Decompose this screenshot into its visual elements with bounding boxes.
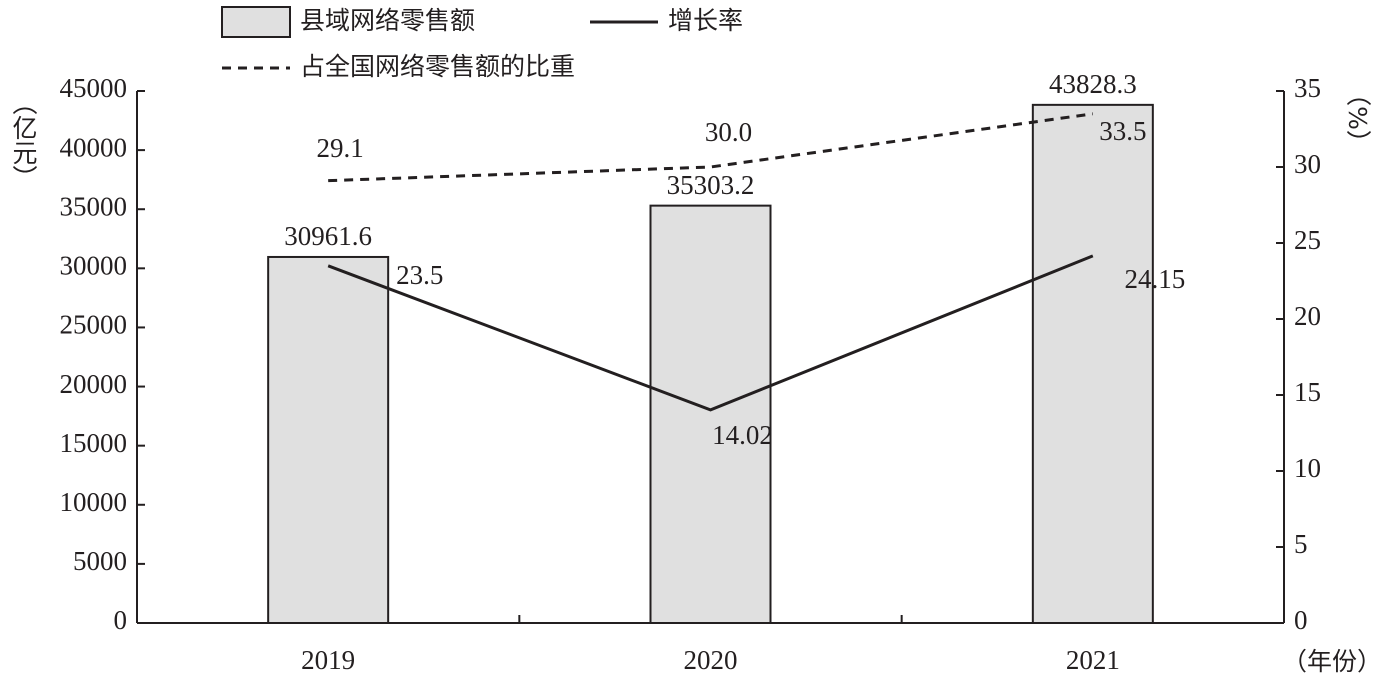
legend-label: 增长率 — [668, 6, 743, 35]
y-tick-label: 25000 — [60, 310, 128, 340]
y2-tick-label: 10 — [1294, 453, 1321, 483]
y-tick-label: 0 — [114, 605, 128, 635]
bar — [1031, 103, 1154, 624]
y-tick-label: 15000 — [60, 428, 128, 458]
line-value-label: 24.15 — [1124, 264, 1185, 294]
bar — [649, 204, 772, 624]
x-tick-label: 2020 — [684, 645, 738, 675]
y2-tick-label: 5 — [1294, 529, 1308, 559]
y-tick-label: 40000 — [60, 132, 128, 162]
y2-axis-label: （%） — [1343, 81, 1372, 155]
y2-tick-label: 0 — [1294, 605, 1308, 635]
legend-label: 县域网络零售额 — [300, 6, 475, 35]
bar-value-label: 43828.3 — [1049, 69, 1137, 99]
y2-tick-label: 20 — [1294, 301, 1321, 331]
y-axis-label: （亿元） — [9, 90, 38, 190]
line-value-label: 23.5 — [396, 260, 443, 290]
y-tick-label: 45000 — [60, 73, 128, 103]
legend-swatch — [221, 6, 291, 38]
line-value-label: 29.1 — [317, 133, 364, 163]
bar-value-label: 35303.2 — [667, 170, 755, 200]
x-tick-label: 2021 — [1066, 645, 1120, 675]
y2-tick-label: 30 — [1294, 149, 1321, 179]
line-value-label: 14.02 — [712, 420, 773, 450]
legend-label: 占全国网络零售额的比重 — [300, 52, 575, 81]
line — [327, 254, 1094, 412]
y2-tick-label: 15 — [1294, 377, 1321, 407]
y-tick-label: 10000 — [60, 487, 128, 517]
y2-tick-label: 35 — [1294, 73, 1321, 103]
y-tick-label: 5000 — [73, 546, 127, 576]
y-tick-label: 20000 — [60, 369, 128, 399]
bar — [267, 255, 390, 624]
line-value-label: 33.5 — [1099, 116, 1146, 146]
y-tick-label: 30000 — [60, 251, 128, 281]
x-axis-label: （年份） — [1282, 647, 1382, 676]
y2-tick-label: 25 — [1294, 225, 1321, 255]
line-value-label: 30.0 — [705, 117, 752, 147]
bar-value-label: 30961.6 — [284, 221, 372, 251]
y-tick-label: 35000 — [60, 191, 128, 221]
x-tick-label: 2019 — [301, 645, 355, 675]
